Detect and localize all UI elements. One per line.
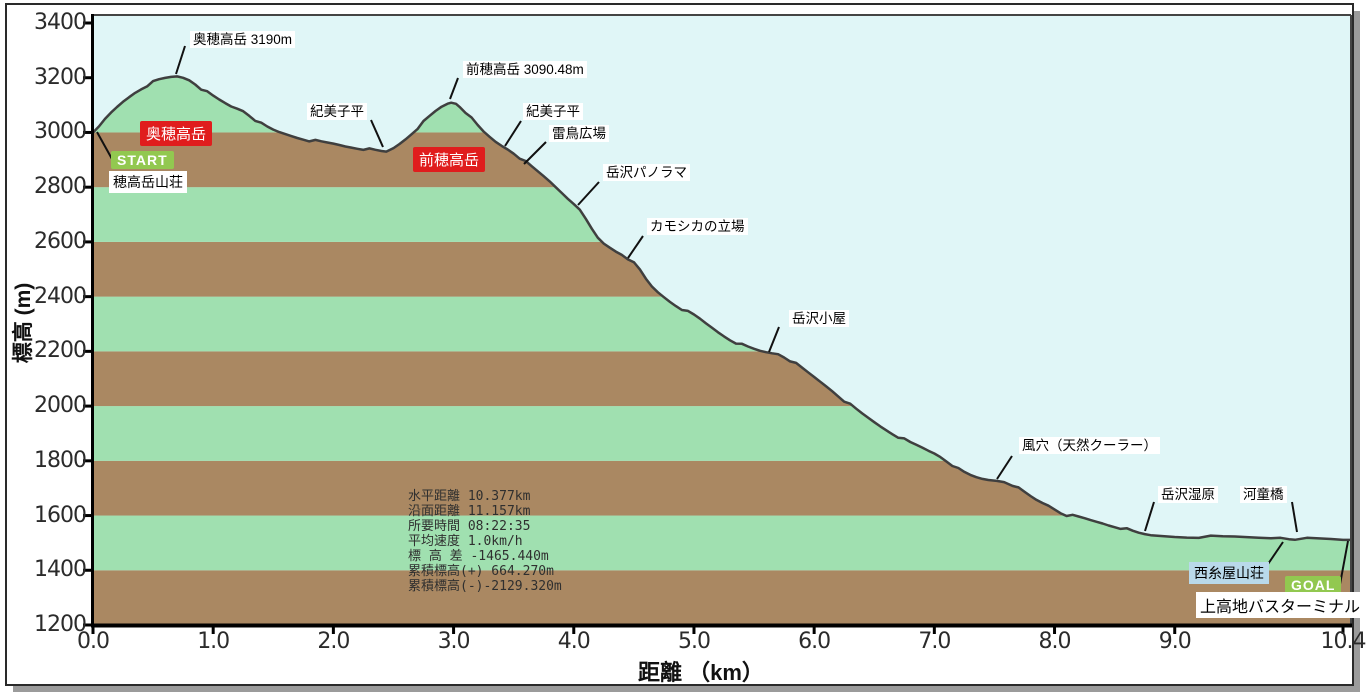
waypoint-label: 岳沢湿原 (1158, 486, 1218, 503)
x-tick-label: 10.4 (1320, 629, 1367, 654)
y-tick-label: 1400 (34, 557, 87, 583)
x-tick-label: 4.0 (557, 629, 591, 654)
x-tick-label: 3.0 (437, 629, 471, 654)
annotation-leader-line (175, 45, 186, 75)
annotation-leader-line (627, 235, 644, 259)
y-tick-label: 3400 (34, 10, 87, 35)
peak-badge-okuhotaka: 奥穂高岳 (140, 121, 213, 146)
waypoint-label: 河童橋 (1240, 486, 1287, 503)
goal-badge: GOAL (1285, 576, 1342, 594)
stat-average-speed: 平均速度 1.0km/h (408, 534, 523, 549)
x-tick-label: 9.0 (1158, 629, 1192, 654)
annotation-leader-line (996, 455, 1013, 480)
waypoint-label: 前穂高岳 3090.48m (463, 61, 587, 78)
y-tick-label: 1600 (34, 502, 87, 528)
annotation-leader-line (577, 181, 600, 206)
y-tick-label: 3000 (34, 119, 87, 145)
y-tick-label: 2600 (34, 228, 87, 254)
x-tick-label: 6.0 (798, 629, 831, 654)
elevation-band (93, 570, 1351, 625)
annotation-leader-line (449, 77, 459, 100)
stat-elapsed-time: 所要時間 08:22:35 (408, 519, 531, 534)
y-tick-label: 3200 (34, 64, 87, 90)
stat-cumulative-ascent: 累積標高(+) 664.270m (408, 564, 554, 579)
x-tick-label: 8.0 (1038, 629, 1072, 654)
waypoint-label: 岳沢パノラマ (603, 164, 690, 181)
nishiitoya-lodge-label: 西糸屋山荘 (1189, 562, 1269, 584)
waypoint-label: 風穴（天然クーラー） (1019, 437, 1160, 454)
x-tick-label: 5.0 (677, 629, 711, 654)
waypoint-label: 紀美子平 (307, 103, 367, 120)
stat-horizontal-distance: 水平距離 10.377km (408, 489, 531, 504)
waypoint-label: 奥穂高岳 3190m (190, 31, 296, 48)
waypoint-label: 岳沢小屋 (789, 310, 849, 327)
y-tick-label: 2400 (34, 283, 87, 309)
x-tick-label: 0.0 (77, 629, 110, 654)
annotation-leader-line (1291, 501, 1298, 533)
track-statistics: 水平距離 10.377km 沿面距離 11.157km 所要時間 08:22:3… (408, 489, 562, 594)
stat-surface-distance: 沿面距離 11.157km (408, 504, 531, 519)
y-tick-label: 2200 (34, 338, 87, 364)
x-tick-label: 7.0 (918, 629, 951, 654)
annotation-leader-line (768, 326, 780, 353)
waypoint-label: 紀美子平 (523, 103, 583, 120)
x-axis-title: 距離 （km） (638, 660, 764, 685)
y-tick-label: 2000 (34, 393, 87, 419)
y-tick-label: 2800 (34, 174, 87, 200)
annotation-leader-line (523, 141, 547, 165)
start-hut-label: 穂高岳山荘 (109, 171, 187, 193)
x-tick-label: 2.0 (317, 629, 350, 654)
annotation-leader-line (504, 120, 522, 147)
waypoint-label: カモシカの立場 (647, 218, 748, 235)
stat-elevation-difference: 標 高 差 -1465.440m (408, 549, 549, 564)
annotation-leader-line (1144, 501, 1155, 532)
bus-terminal-label: 上高地バスターミナル (1196, 592, 1365, 618)
peak-badge-maehotaka: 前穂高岳 (413, 147, 486, 172)
y-tick-label: 1800 (34, 447, 87, 473)
x-tick-label: 1.0 (197, 629, 230, 654)
waypoint-label: 雷鳥広場 (549, 125, 609, 142)
y-tick-label: 1200 (34, 612, 87, 637)
stat-cumulative-descent: 累積標高(-)-2129.320m (408, 579, 562, 594)
annotation-leader-line (370, 119, 384, 148)
start-badge: START (111, 151, 174, 169)
elevation-profile-line (92, 75, 1352, 542)
